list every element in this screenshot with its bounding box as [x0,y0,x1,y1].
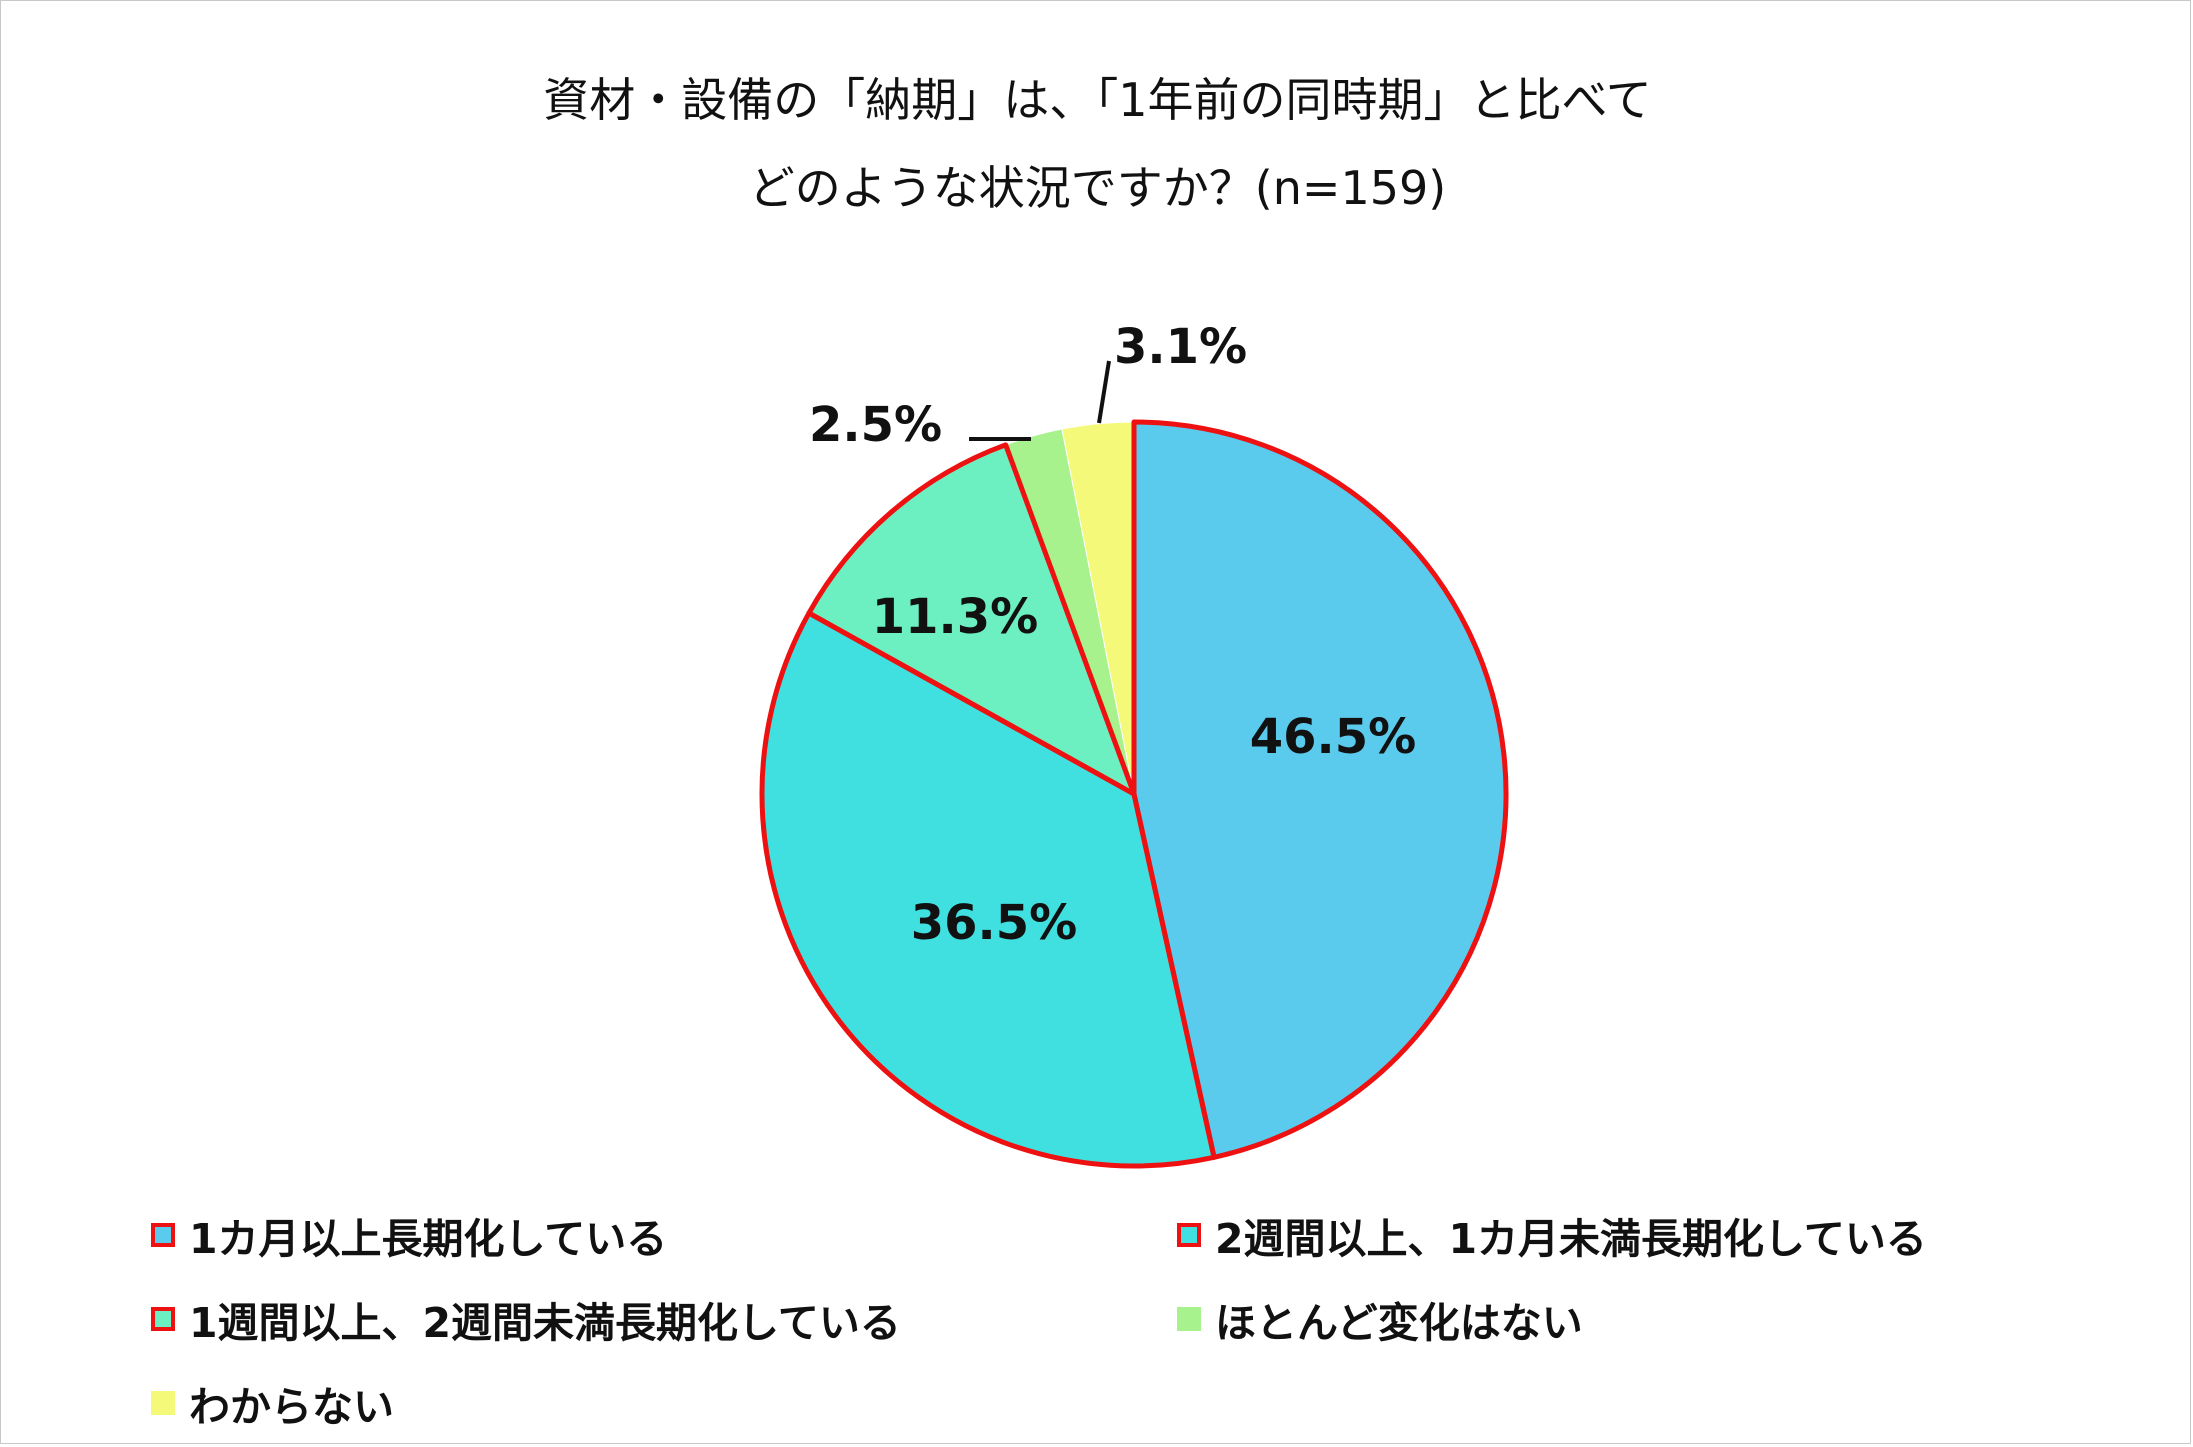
chart-title-line-1: 資材・設備の「納期」は、「1年前の同時期」と比べて [543,73,1652,127]
legend-item-1: 1カ月以上長期化している [151,1205,667,1265]
chart-title-line-2: どのような状況ですか？(n=159) [748,161,1447,215]
pie-labels: 46.5% 36.5% 11.3% 2.5% 3.1% [809,319,1416,951]
pie-label-1: 46.5% [1250,709,1417,765]
legend-label-4: ほとんど変化はない [1215,1299,1583,1347]
pie-highlight-outline [759,419,1509,1169]
legend-item-3: 1週間以上、2週間未満長期化している [151,1289,901,1349]
legend-label-5: わからない [189,1383,394,1431]
pie-label-3: 11.3% [872,589,1039,645]
pie-slice-outline-1 [1131,419,1509,1160]
legend-swatch-3 [151,1307,175,1331]
pie-slice-outline-3 [806,442,1137,797]
pie-leader-lines [969,360,1111,441]
legend-item-4: ほとんど変化はない [1177,1289,1583,1349]
leader-line-5 [1097,360,1111,424]
legend-label-2: 2週間以上、1カ月未満長期化している [1215,1215,1927,1263]
legend-swatch-2 [1177,1223,1201,1247]
pie-label-5: 3.1% [1114,319,1247,375]
legend-label-3: 1週間以上、2週間未満長期化している [189,1299,901,1347]
legend-swatch-1 [151,1223,175,1247]
legend-item-2: 2週間以上、1カ月未満長期化している [1177,1205,1927,1265]
legend-item-5: わからない [151,1373,394,1433]
legend-label-1: 1カ月以上長期化している [189,1215,668,1263]
pie-slice-outline-2 [759,610,1217,1169]
pie-label-2: 36.5% [911,895,1078,951]
legend-swatch-4 [1177,1307,1201,1331]
pie-label-4: 2.5% [809,397,942,453]
legend-swatch-5 [151,1391,175,1415]
